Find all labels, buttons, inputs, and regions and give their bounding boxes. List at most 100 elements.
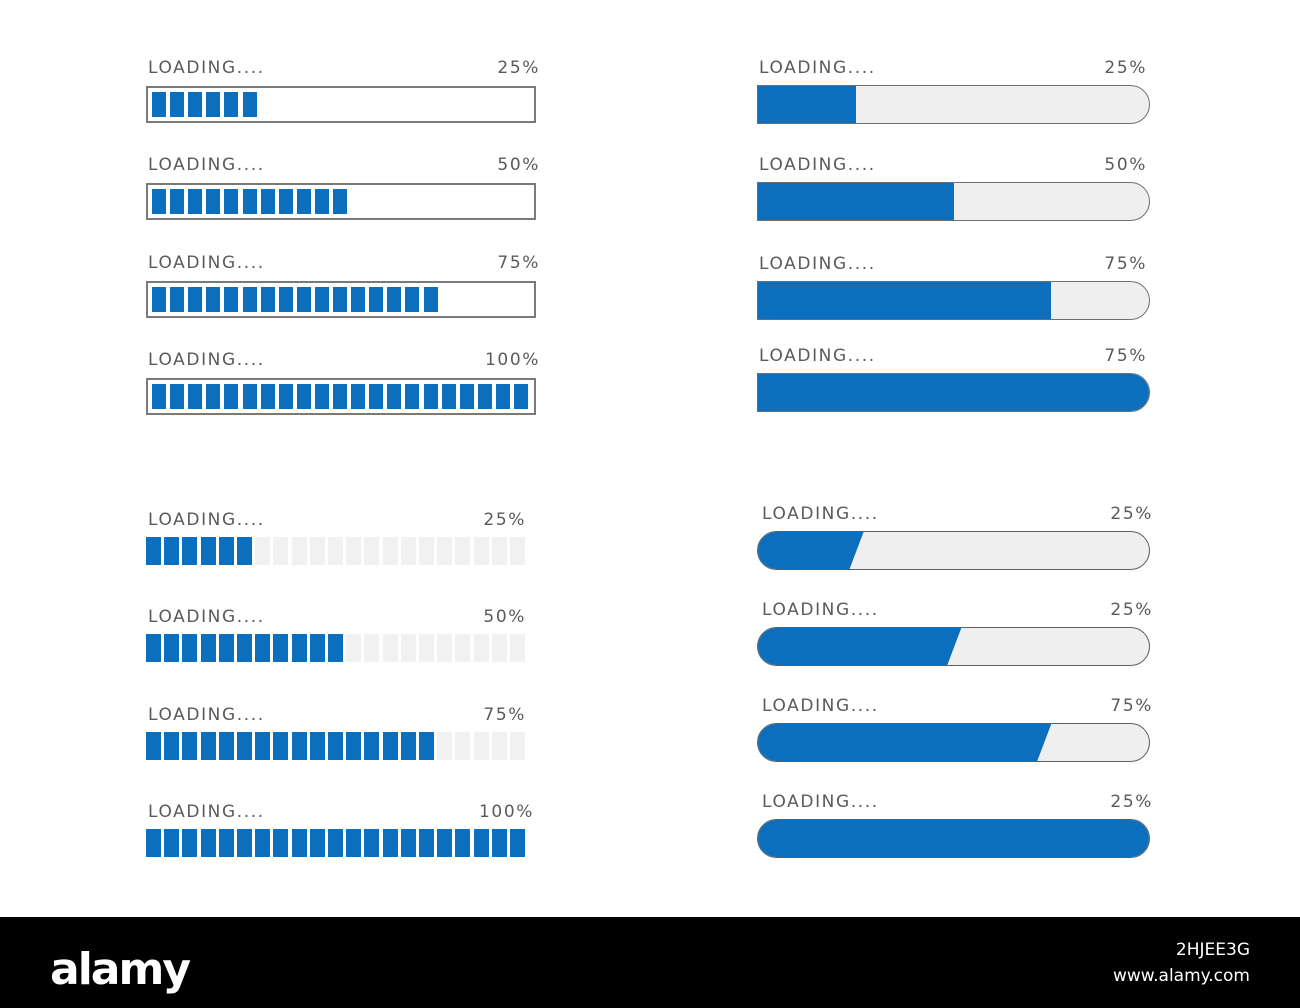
progress-segment: [333, 384, 347, 409]
progress-fill: [758, 374, 1149, 411]
image-code: 2HJEE3G: [1175, 940, 1250, 960]
progress-segment-filled: [182, 634, 198, 662]
progress-segment-filled: [218, 732, 234, 760]
progress-segment-filled: [182, 829, 198, 857]
progress-segment: [206, 384, 221, 409]
progress-segment: [152, 92, 166, 117]
progress-segment-filled: [164, 634, 180, 662]
progress-segment: [242, 287, 257, 312]
progress-segment-filled: [309, 732, 325, 760]
progress-segment-filled: [400, 829, 416, 857]
loading-label: LOADING....: [148, 802, 265, 822]
progress-segment-empty: [328, 537, 343, 565]
progress-track: [757, 723, 1150, 762]
progress-segment: [314, 384, 329, 409]
progress-segment: [405, 287, 420, 312]
progress-segment: [152, 287, 166, 312]
progress-track: [146, 86, 536, 123]
percent-label: 25%: [1110, 792, 1153, 812]
percent-label: 75%: [1110, 696, 1153, 716]
progress-segment-filled: [328, 829, 343, 857]
progress-segment-filled: [255, 829, 271, 857]
progress-segment: [188, 92, 203, 117]
progress-segment: [170, 287, 185, 312]
progress-segment-filled: [346, 732, 362, 760]
block-segment-bar: LOADING.... 75%: [146, 705, 526, 765]
progress-segment-empty: [473, 537, 489, 565]
progress-segment-filled: [237, 829, 252, 857]
progress-segment-empty: [400, 537, 416, 565]
progress-segment-empty: [346, 634, 362, 662]
progress-segment: [278, 384, 293, 409]
progress-fill: [758, 820, 1149, 857]
progress-segment: [242, 384, 257, 409]
progress-segment-filled: [182, 537, 198, 565]
percent-label: 75%: [483, 705, 526, 725]
progress-segment-filled: [419, 829, 434, 857]
progress-segment-empty: [473, 732, 489, 760]
progress-segment-filled: [255, 634, 271, 662]
progress-segment: [170, 384, 185, 409]
progress-segment-empty: [419, 537, 434, 565]
progress-segment-empty: [364, 537, 380, 565]
progress-fill: [758, 282, 1052, 319]
progress-segment: [224, 189, 239, 214]
progress-segment: [224, 287, 239, 312]
progress-segment: [224, 92, 239, 117]
progress-segment: [423, 384, 438, 409]
progress-segment: [477, 384, 492, 409]
progress-segment: [405, 384, 420, 409]
percent-label: 100%: [484, 350, 540, 370]
progress-segment-filled: [473, 829, 489, 857]
rounded-capsule-bar: LOADING.... 25%: [757, 504, 1153, 574]
progress-segment-filled: [273, 829, 289, 857]
loading-label: LOADING....: [759, 346, 876, 366]
progress-segment: [260, 287, 275, 312]
rounded-capsule-bar: LOADING.... 25%: [757, 600, 1153, 670]
progress-segment: [314, 189, 329, 214]
progress-segment: [206, 92, 221, 117]
progress-track: [146, 183, 536, 220]
progress-segment: [495, 384, 510, 409]
rounded-capsule-bar: LOADING.... 25%: [757, 792, 1153, 862]
percent-label: 50%: [497, 155, 540, 175]
progress-segment-empty: [491, 634, 507, 662]
progress-segment-filled: [146, 537, 161, 565]
progress-segment-filled: [237, 537, 252, 565]
progress-segment: [188, 384, 203, 409]
progress-segment-empty: [473, 634, 489, 662]
progress-fill: [758, 724, 1051, 761]
progress-segment-empty: [364, 634, 380, 662]
progress-segment: [188, 189, 203, 214]
progress-track: [757, 281, 1150, 320]
block-segment-bar: LOADING.... 50%: [146, 607, 526, 667]
progress-segment-filled: [291, 732, 307, 760]
progress-segment: [387, 384, 402, 409]
progress-segment-empty: [255, 537, 271, 565]
progress-segment-empty: [309, 537, 325, 565]
block-segment-group: LOADING.... 25% LOADING.... 50% LOADING.…: [146, 510, 532, 870]
progress-segment: [369, 384, 384, 409]
progress-segment-filled: [419, 732, 434, 760]
progress-segment-filled: [182, 732, 198, 760]
progress-segment: [152, 384, 166, 409]
flat-pill-bar: LOADING.... 75%: [757, 346, 1150, 416]
progress-segment-filled: [146, 732, 161, 760]
progress-segment-filled: [510, 829, 525, 857]
progress-segment-filled: [364, 829, 380, 857]
progress-segment-filled: [382, 829, 398, 857]
progress-segment-empty: [437, 634, 453, 662]
progress-segment-filled: [200, 732, 216, 760]
progress-segment-empty: [400, 634, 416, 662]
percent-label: 75%: [497, 253, 540, 273]
rounded-capsule-group: LOADING.... 25% LOADING.... 25% LOADING.…: [757, 504, 1153, 874]
progress-segment-filled: [437, 829, 453, 857]
progress-segment-filled: [164, 732, 180, 760]
progress-segment: [260, 384, 275, 409]
progress-segment: [224, 384, 239, 409]
progress-segment: [333, 189, 347, 214]
progress-segment-filled: [255, 732, 271, 760]
progress-segment-filled: [455, 829, 471, 857]
progress-segment: [278, 287, 293, 312]
progress-segment: [206, 189, 221, 214]
